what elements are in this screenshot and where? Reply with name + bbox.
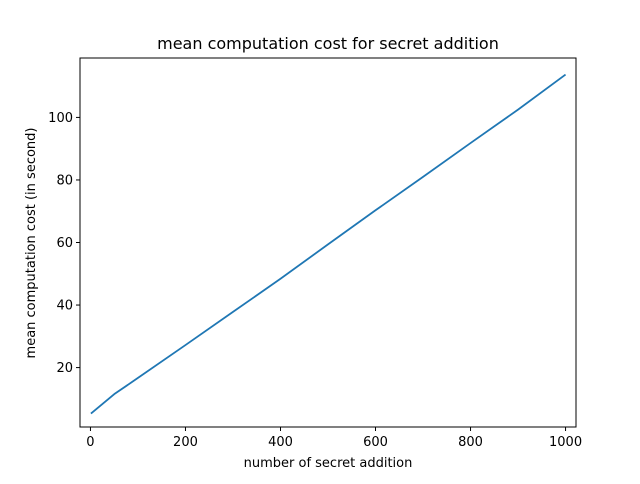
x-tick-label: 400 (268, 435, 293, 450)
x-axis-label: number of secret addition (244, 456, 413, 471)
y-axis-label: mean computation cost (in second) (24, 128, 39, 359)
x-tick-label: 800 (458, 435, 483, 450)
plot-area (90, 73, 567, 415)
x-tick-label: 200 (173, 435, 198, 450)
chart-title: mean computation cost for secret additio… (157, 34, 499, 53)
y-tick-label: 60 (56, 236, 73, 251)
y-tick-label: 100 (48, 111, 73, 126)
y-axis-ticks: 20 40 60 80 100 (48, 111, 80, 376)
x-tick-label: 1000 (549, 435, 582, 450)
series-line (90, 73, 567, 415)
y-tick-label: 20 (56, 361, 73, 376)
x-tick-label: 0 (86, 435, 94, 450)
x-tick-label: 600 (363, 435, 388, 450)
axes-frame (79, 57, 577, 428)
x-axis-ticks: 0 200 400 600 800 1000 (86, 427, 582, 450)
y-tick-label: 80 (56, 173, 73, 188)
y-tick-label: 40 (56, 299, 73, 314)
